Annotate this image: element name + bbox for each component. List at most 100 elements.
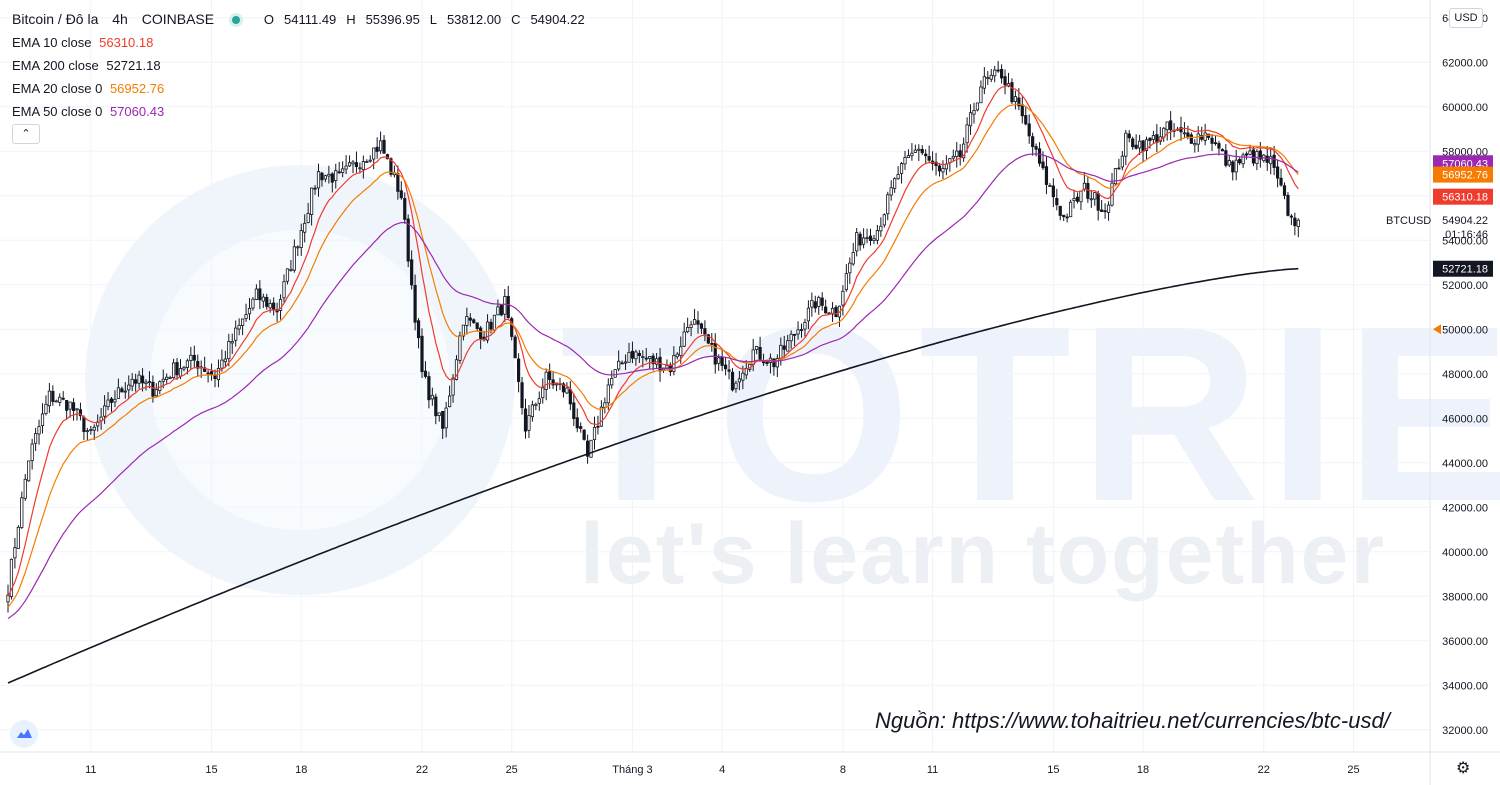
candle [468,317,472,321]
candle [699,323,704,329]
candle [1258,150,1262,160]
candle [1048,185,1052,187]
legend-ema-200[interactable]: EMA 200 close 52721.18 [12,58,161,73]
candle [265,296,269,307]
candle [1120,155,1124,168]
candle [1020,104,1024,117]
candle [237,324,241,330]
candle [1282,185,1287,196]
candle [134,379,138,384]
candle [123,390,127,393]
candle [906,155,911,158]
candle [282,281,286,299]
candle [561,383,566,393]
candle [592,426,597,441]
candle [1058,205,1062,216]
candle [299,230,303,248]
candle [796,329,800,335]
candle [168,377,172,379]
candle [575,417,579,429]
candle [958,150,962,158]
price-tag-bg [1433,188,1493,205]
candle [1213,142,1218,145]
candle [810,299,814,308]
candle [240,318,245,326]
ohlc-high: H 55396.95 [346,12,420,27]
candle [306,213,310,223]
gear-icon[interactable]: ⚙ [1456,760,1471,777]
candle [1024,115,1028,125]
collapse-legend-button[interactable]: ⌃ [12,124,40,144]
candle [986,77,990,79]
candle [1065,216,1069,219]
candle [1244,153,1249,156]
legend-name: EMA 200 close [12,58,99,73]
candle [20,497,24,528]
candle [47,390,52,407]
candle [227,341,231,360]
candle [637,352,641,357]
ema-line [7,153,1299,619]
candle [430,394,434,400]
y-tick-label: 58000.00 [1442,146,1488,158]
candle [651,355,655,365]
candle [16,526,20,549]
candle [303,223,307,233]
y-tick-label: 50000.00 [1442,324,1488,336]
candle [817,297,821,307]
candle [413,285,417,323]
candle [261,296,265,302]
candle [893,178,897,189]
candle [44,403,48,414]
candle [361,161,365,170]
candle [140,375,145,384]
candle [927,156,931,161]
legend-ema-50[interactable]: EMA 50 close 0 57060.43 [12,104,164,119]
candle [78,409,83,417]
legend-ema-10[interactable]: EMA 10 close 56310.18 [12,35,153,50]
candle [40,413,45,427]
interval-label[interactable]: 4h [112,11,128,27]
candle [68,401,72,410]
candle [1241,154,1245,165]
candle [579,426,583,429]
candle [354,162,359,168]
legend-value: 56952.76 [109,81,165,96]
candle [420,335,424,373]
candle [1100,209,1104,212]
candle [296,246,300,249]
x-tick-label: 25 [506,764,518,776]
candle [323,175,328,180]
candle [989,74,993,80]
candle [161,378,165,382]
candle [610,378,614,386]
currency-button[interactable]: USD [1449,8,1483,28]
candle [1031,136,1035,148]
ema-line [7,84,1299,597]
candle [368,159,372,162]
candle [937,165,942,172]
candle [955,150,959,157]
candle [527,415,531,431]
candle [1234,159,1238,173]
candle [1055,198,1059,206]
legend-ema-20[interactable]: EMA 20 close 0 56952.76 [12,81,164,96]
x-tick-label: 18 [295,764,307,776]
candle [206,372,210,375]
candle [648,356,652,359]
candle [517,358,521,382]
market-status-icon [231,15,240,24]
candle [1286,194,1290,216]
candle [127,384,131,391]
candle [623,361,628,364]
candle [848,262,852,274]
candle [824,306,828,314]
candle [403,198,407,220]
candle [171,362,176,378]
candle [1169,120,1173,131]
candle [113,398,117,403]
symbol-title[interactable]: Bitcoin / Đô la [12,11,99,27]
candle [316,171,321,189]
tradingview-logo-icon[interactable] [10,720,38,748]
